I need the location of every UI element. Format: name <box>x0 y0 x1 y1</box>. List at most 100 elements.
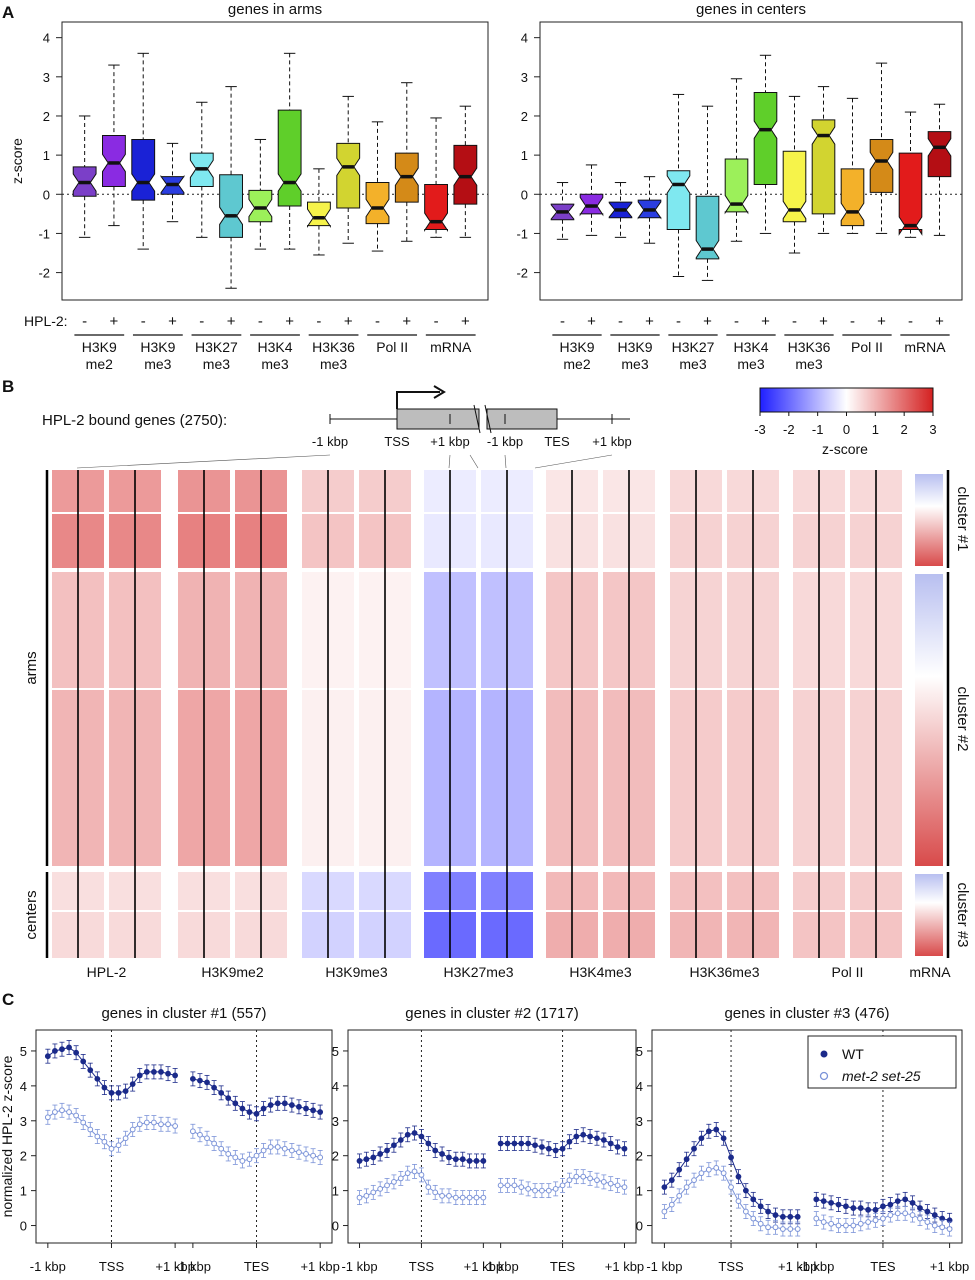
data-point <box>580 1131 587 1138</box>
gene-tick-label: -1 kbp <box>312 434 348 449</box>
group-label-line1: H3K36 <box>788 339 831 355</box>
group-label-line2: me3 <box>144 356 171 372</box>
x-tick-label: TES <box>550 1259 576 1274</box>
data-point <box>850 1205 857 1211</box>
x-tick-label: TSS <box>99 1259 125 1274</box>
data-point <box>728 1184 734 1191</box>
data-point <box>446 1154 452 1161</box>
data-point <box>404 1170 411 1177</box>
hpl2-state-label: - <box>792 313 797 330</box>
data-point <box>511 1140 518 1147</box>
y-tick-label: 2 <box>43 109 50 124</box>
data-point <box>532 1142 538 1149</box>
connector-line <box>534 454 613 469</box>
hpl2-state-label: - <box>560 313 565 330</box>
data-point <box>691 1177 697 1184</box>
y-tick-label: 2 <box>332 1149 339 1164</box>
heatmap-column-h3k9me2: H3K9me2 <box>178 470 287 980</box>
data-point <box>473 1194 480 1201</box>
panel-b-heatmap: HPL-2 bound genes (2750): -1 kbp TSS +1 kbp… <box>23 385 971 980</box>
data-point <box>931 1222 938 1229</box>
data-point <box>705 1166 712 1173</box>
colorbar-tick-label: 3 <box>929 422 936 437</box>
data-point <box>594 1177 600 1184</box>
box-PolII-minus <box>365 121 390 252</box>
data-point <box>668 1177 675 1184</box>
legend: WT met-2 set-25 <box>807 1035 957 1089</box>
data-point <box>246 1156 253 1163</box>
legend-label-wt: WT <box>842 1046 864 1062</box>
data-point <box>843 1203 849 1210</box>
box-body <box>102 135 126 187</box>
hpl2-state-label: + <box>703 313 712 330</box>
data-point <box>772 1224 779 1231</box>
box-H3K36me3-plus <box>336 95 361 244</box>
hpl2-state-label: + <box>587 313 596 330</box>
hpl2-state-label: - <box>434 313 439 330</box>
data-point <box>370 1189 377 1196</box>
box-PolII-plus <box>869 62 894 234</box>
data-point <box>676 1192 683 1199</box>
chart-title: genes in arms <box>228 1 322 18</box>
y-tick-label: 1 <box>43 148 50 163</box>
data-point <box>52 1048 58 1054</box>
data-point <box>946 1226 953 1232</box>
data-point <box>136 1121 143 1128</box>
data-point <box>683 1184 690 1191</box>
data-point <box>894 1210 901 1217</box>
data-point <box>204 1079 210 1086</box>
x-tick-label: +1 kbp <box>778 1259 817 1274</box>
heatmap-column-label: H3K36me3 <box>689 964 759 980</box>
boxplot-arms: genes in arms -2 -1 0 1 2 3 4 z-score - + - + - + - + - + -… <box>9 1 489 372</box>
data-point <box>310 1107 316 1114</box>
data-point <box>122 1088 129 1095</box>
hpl2-state-label: + <box>461 313 470 330</box>
data-point <box>397 1137 404 1143</box>
hpl2-state-label: + <box>402 313 411 330</box>
data-point <box>253 1110 260 1117</box>
box-H3K4me3-plus <box>277 52 302 250</box>
connector-line <box>504 454 507 469</box>
box-H3K9me2-plus <box>102 64 126 227</box>
data-point <box>917 1205 923 1211</box>
data-point <box>902 1196 909 1203</box>
data-point <box>108 1089 115 1096</box>
data-point <box>189 1128 196 1135</box>
series-wt <box>44 1040 324 1122</box>
data-point <box>281 1145 288 1152</box>
data-point <box>497 1182 504 1189</box>
connector-line <box>469 454 479 469</box>
group-label-line2: me2 <box>563 356 590 372</box>
gene-tick-label: -1 kbp <box>487 434 523 449</box>
heatmap-column-h3k4me3: H3K4me3 <box>546 470 655 980</box>
box-H3K9me3-plus <box>160 142 185 223</box>
group-label-line1: H3K27 <box>672 339 715 355</box>
data-point <box>260 1147 267 1154</box>
colorbar-tick-label: 0 <box>843 422 850 437</box>
y-tick-label: 4 <box>43 31 50 46</box>
data-point <box>122 1135 129 1142</box>
tss-arrow-icon <box>396 391 440 409</box>
data-point <box>705 1128 712 1135</box>
data-point <box>452 1156 459 1163</box>
data-point <box>158 1069 164 1075</box>
box-H3K9me2-plus <box>579 164 604 236</box>
data-point <box>466 1194 473 1201</box>
row-group-label-centers: centers <box>23 890 40 939</box>
data-point <box>909 1199 916 1206</box>
data-point <box>661 1208 668 1215</box>
data-point <box>865 1219 872 1225</box>
data-point <box>880 1203 886 1210</box>
data-point <box>698 1135 705 1142</box>
heatmap-column-label: mRNA <box>909 964 951 980</box>
x-tick-label: -1 kbp <box>175 1259 211 1274</box>
hpl2-state-label: - <box>618 313 623 330</box>
data-point <box>909 1212 916 1218</box>
heatmap-column-label: HPL-2 <box>87 964 127 980</box>
series-line <box>664 1128 798 1218</box>
data-point <box>566 1177 573 1184</box>
colorbar-label: z-score <box>822 441 868 457</box>
hpl2-state-label: - <box>908 313 913 330</box>
series-wt <box>661 1122 953 1228</box>
